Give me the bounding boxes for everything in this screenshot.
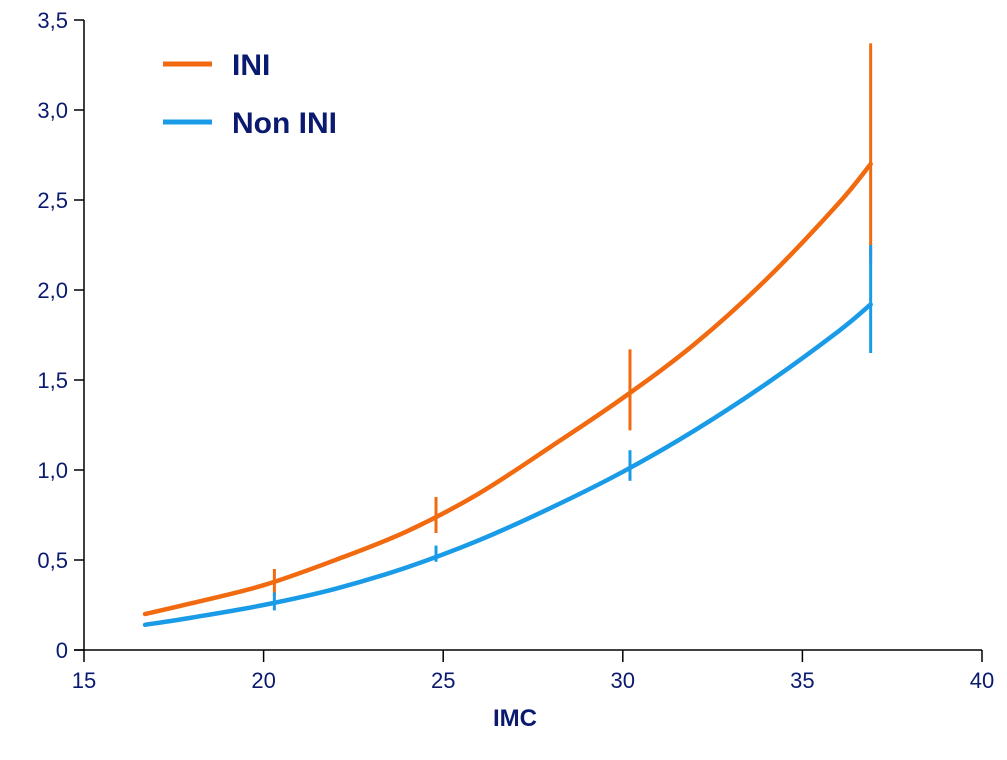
- y-tick-label: 2,0: [37, 278, 68, 303]
- x-tick-label: 30: [611, 668, 635, 693]
- series-line: [142, 161, 873, 617]
- x-tick-label: 35: [790, 668, 814, 693]
- y-tick-label: 3,5: [37, 8, 68, 33]
- y-tick-label: 2,5: [37, 188, 68, 213]
- y-tick-label: 1,5: [37, 368, 68, 393]
- legend-label: Non INI: [232, 107, 337, 140]
- legend-item: INI: [163, 49, 270, 82]
- series-line: [142, 302, 873, 628]
- series-layer: [142, 43, 873, 628]
- x-tick-label: 20: [251, 668, 275, 693]
- x-axis-title: IMC: [493, 705, 537, 732]
- axes-layer: 0 0,5 1,0 1,5 2,0 2,5 3,0 3,5 15 20 25 30 35 40: [37, 8, 994, 693]
- y-tick-label: 0: [56, 638, 68, 663]
- legend-item: Non INI: [163, 107, 337, 140]
- x-tick-label: 15: [72, 668, 96, 693]
- y-tick-label: 3,0: [37, 98, 68, 123]
- legend-label: INI: [232, 49, 270, 82]
- x-tick-label: 40: [970, 668, 994, 693]
- series-1: [142, 43, 873, 617]
- y-tick-label: 0,5: [37, 548, 68, 573]
- y-tick-label: 1,0: [37, 458, 68, 483]
- x-tick-label: 25: [431, 668, 455, 693]
- series-2: [142, 245, 873, 628]
- legend-layer: INI Non INI: [163, 49, 337, 140]
